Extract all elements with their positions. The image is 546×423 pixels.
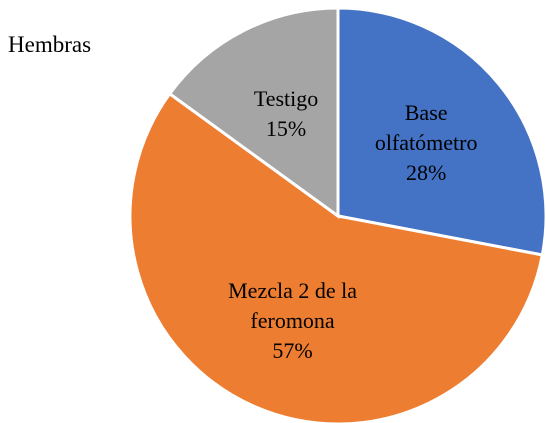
slice-label: Testigo 15% [231,84,341,144]
category-label: Mezcla 2 de la feromona [228,277,357,333]
pie-slice [167,6,340,219]
slice-label: Mezcla 2 de la feromona 57% [213,276,373,366]
value-label: 57% [272,337,313,363]
pie-slice [128,91,545,423]
chart-title: Hembras [8,32,92,57]
value-label: 28% [405,160,447,186]
slice-label: Base olfatómetro 28% [361,98,491,188]
value-label: 15% [265,116,307,142]
category-label: Testigo [253,86,319,112]
category-label: Base olfatómetro [374,100,478,156]
